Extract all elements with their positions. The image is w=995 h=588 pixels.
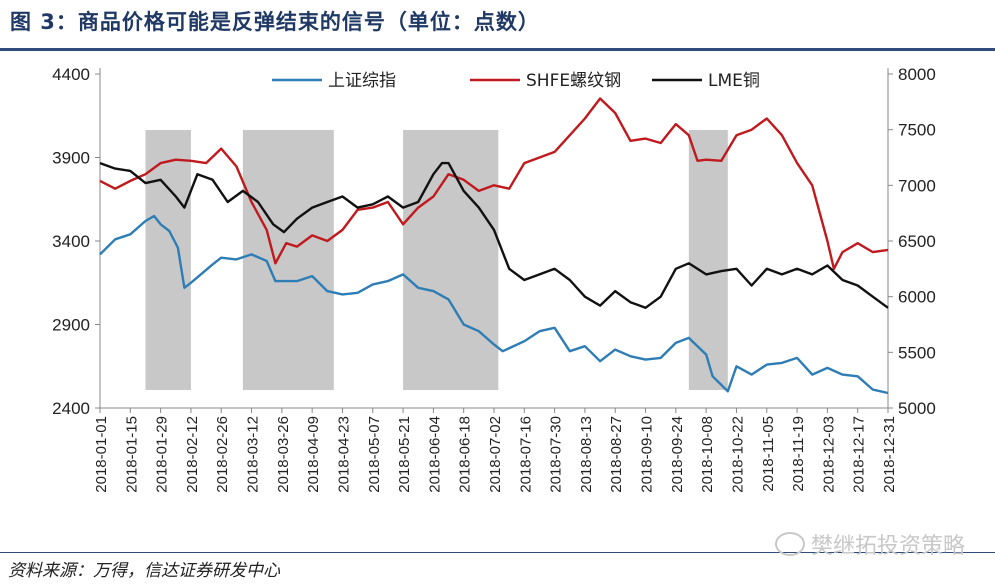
- x-tick-label: 2018-07-16: [517, 416, 534, 493]
- figure-title: 图 3：商品价格可能是反弹结束的信号（单位：点数）: [10, 10, 540, 34]
- left-tick-label: 4400: [52, 65, 90, 84]
- x-tick-label: 2018-02-12: [184, 416, 201, 493]
- x-tick-label: 2018-10-22: [729, 416, 746, 493]
- x-tick-label: 2018-06-04: [426, 416, 443, 493]
- x-tick-label: 2018-02-26: [214, 416, 231, 493]
- x-tick-label: 2018-05-07: [366, 416, 383, 493]
- x-tick-label: 2018-09-10: [639, 416, 656, 493]
- x-tick-label: 2018-03-26: [275, 416, 292, 493]
- x-tick-label: 2018-10-08: [699, 416, 716, 493]
- x-tick-label: 2018-06-18: [457, 416, 474, 493]
- watermark-text: 樊继拓投资策略: [810, 534, 965, 559]
- x-tick-label: 2018-11-05: [760, 416, 777, 492]
- right-tick-label: 6500: [898, 232, 936, 251]
- left-tick-label: 3900: [52, 149, 90, 168]
- x-tick-label: 2018-12-03: [820, 416, 837, 493]
- x-tick-label: 2018-07-30: [548, 416, 565, 493]
- x-tick-label: 2018-11-19: [790, 416, 807, 492]
- right-tick-label: 8000: [898, 65, 936, 84]
- shaded-period: [242, 130, 334, 390]
- right-tick-label: 5000: [898, 399, 936, 418]
- left-tick-label: 3400: [52, 232, 90, 251]
- shaded-period: [403, 130, 499, 390]
- watermark: 樊继拓投资策略: [774, 528, 965, 560]
- x-tick-label: 2018-12-31: [881, 416, 898, 493]
- series-line: [99, 97, 889, 270]
- shaded-period: [145, 130, 191, 390]
- x-tick-label: 2018-08-27: [608, 416, 625, 493]
- x-tick-label: 2018-12-17: [851, 416, 868, 493]
- x-tick-label: 2018-09-24: [669, 416, 686, 493]
- right-tick-label: 7500: [898, 121, 936, 140]
- x-tick-label: 2018-01-15: [123, 416, 140, 493]
- title-rule: [0, 48, 995, 51]
- x-tick-label: 2018-04-09: [305, 416, 322, 493]
- source-rule: [0, 552, 995, 553]
- x-tick-label: 2018-03-12: [245, 416, 262, 493]
- right-tick-label: 5500: [898, 343, 936, 362]
- legend-label: LME铜: [708, 71, 760, 91]
- line-chart: 2400 2900 3400 3900 4400 5000 5500 6000 6500 7000…: [52, 65, 936, 493]
- legend-label: SHFE螺纹钢: [526, 71, 621, 91]
- legend-label: 上证综指: [328, 71, 396, 91]
- series-line: [99, 161, 889, 309]
- x-tick-label: 2018-04-23: [335, 416, 352, 493]
- x-tick-label: 2018-07-02: [487, 416, 504, 493]
- shaded-period: [688, 130, 728, 390]
- left-tick-label: 2900: [52, 316, 90, 335]
- source-note: 资料来源：万得，信达证券研发中心: [8, 561, 280, 581]
- left-tick-label: 2400: [52, 399, 90, 418]
- right-tick-label: 6000: [898, 288, 936, 307]
- x-tick-label: 2018-05-21: [396, 416, 413, 493]
- right-tick-label: 7000: [898, 176, 936, 195]
- x-tick-label: 2018-01-29: [154, 416, 171, 493]
- x-tick-label: 2018-08-13: [578, 416, 595, 493]
- x-tick-label: 2018-01-01: [93, 416, 110, 493]
- wechat-icon: [774, 532, 805, 556]
- series-line: [99, 214, 889, 395]
